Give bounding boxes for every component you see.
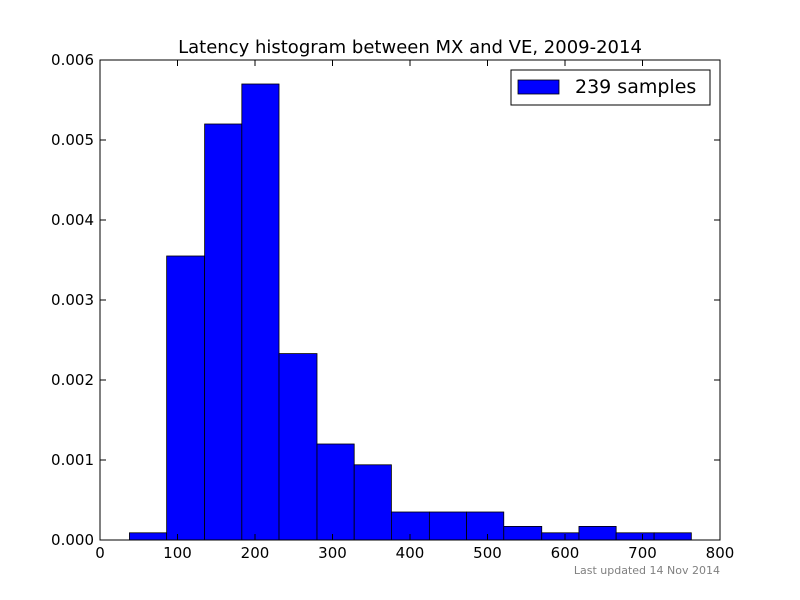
histogram-bar [204,123,243,541]
x-tick-label: 300 [318,544,347,562]
y-tick-label: 0.005 [51,131,94,149]
histogram-bar [578,526,617,541]
y-tick-label: 0.000 [51,531,94,549]
histogram-bar [503,526,543,541]
histogram-bar [241,83,280,541]
x-tick-label: 100 [163,544,192,562]
histogram-bar [278,353,318,541]
x-tick-label: 700 [628,544,657,562]
histogram-bar [466,511,505,541]
chart-title: Latency histogram between MX and VE, 200… [178,37,642,58]
x-axis: 0 100 200 300 400 500 600 700 800 [95,60,734,562]
x-tick-label: 200 [241,544,270,562]
last-updated-note: Last updated 14 Nov 2014 [574,564,720,577]
legend: 239 samples [510,69,711,106]
y-tick-label: 0.004 [51,211,94,229]
x-tick-label: 500 [473,544,502,562]
x-tick-label: 600 [551,544,580,562]
histogram-bar [428,511,467,541]
y-tick-label: 0.001 [51,451,94,469]
histogram-bar [541,532,580,541]
bars-group [129,83,692,541]
y-tick-label: 0.003 [51,291,94,309]
histogram-bar [316,443,355,541]
x-tick-label: 400 [396,544,425,562]
y-axis: 0.000 0.001 0.002 0.003 0.004 0.005 0.006 [51,51,720,549]
y-tick-label: 0.006 [51,51,94,69]
histogram-bar [166,255,206,541]
histogram-bar [653,532,692,541]
legend-label: 239 samples [575,76,696,98]
legend-swatch [517,79,560,95]
y-tick-label: 0.002 [51,371,94,389]
histogram-bar [615,532,655,541]
x-tick-label: 0 [95,544,105,562]
histogram-bar [353,464,392,541]
x-tick-label: 800 [706,544,735,562]
histogram-bar [129,532,168,541]
